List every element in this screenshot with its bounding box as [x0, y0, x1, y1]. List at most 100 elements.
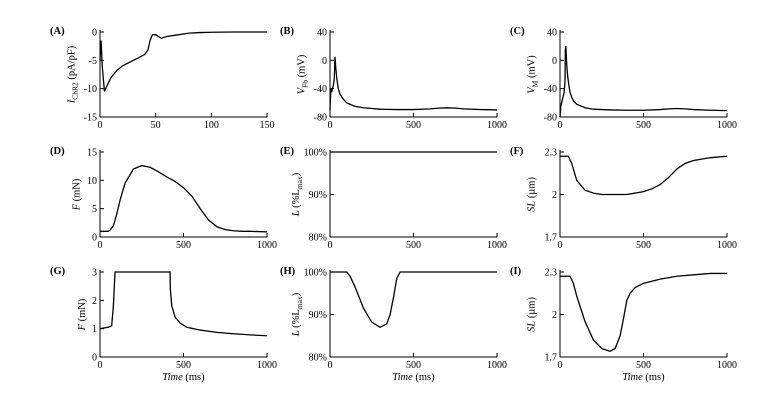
- x-tick-label: 500: [406, 360, 421, 371]
- panel-letter: (G): [50, 266, 66, 277]
- y-tick-label: 80%: [309, 233, 327, 244]
- x-tick-label: 100: [204, 120, 219, 131]
- y-axis-label-symbol: SL: [526, 201, 537, 212]
- y-tick-label: 10: [87, 176, 97, 187]
- y-tick-label: 0: [92, 233, 97, 244]
- x-tick-label: 500: [636, 360, 651, 371]
- y-axis-label-unit: (mN): [77, 298, 88, 324]
- y-tick-label: 15: [87, 148, 97, 159]
- x-axis-label: Time (ms): [162, 372, 205, 383]
- y-tick-label: 40: [547, 28, 557, 39]
- y-tick-label: -10: [84, 84, 97, 95]
- x-tick-label: 150: [260, 120, 275, 131]
- series-line: [329, 56, 498, 111]
- y-axis-label-unit: (%L: [291, 309, 302, 330]
- y-axis-label: L (%Lmax): [291, 292, 304, 337]
- y-tick-label: 100%: [304, 148, 327, 159]
- series-line: [99, 271, 268, 337]
- y-axis-label: L (%Lmax): [291, 172, 304, 217]
- series-line: [560, 272, 727, 353]
- y-tick-label: 1: [92, 324, 97, 335]
- x-axis-label-name: Time: [392, 372, 413, 383]
- y-tick-label: 5: [92, 204, 97, 215]
- y-axis-label-unit: (pA/pF): [66, 45, 77, 82]
- y-axis-label-symbol: V: [526, 86, 537, 94]
- y-tick-label: 90%: [309, 310, 327, 321]
- panel-f: (F) 0 500 1000 1.7 2 2.3 SL (µm): [510, 146, 737, 251]
- x-tick-label: 500: [636, 120, 651, 131]
- y-tick-label: 2: [552, 310, 557, 321]
- y-axis-label-unit: (%L: [291, 189, 302, 210]
- y-axis-label-symbol: V: [296, 86, 307, 94]
- y-axis-label-subscript: M: [530, 80, 539, 87]
- x-axis-label-name: Time: [622, 372, 643, 383]
- panel-c: (C) 0 500 1000 -80 -40 0 40 VM (mV): [510, 26, 737, 131]
- y-axis-label-unit: (µm): [526, 297, 537, 321]
- panel-h: (H) 0 500 1000 80% 90% 100% L (%Lmax) Time (ms): [280, 266, 507, 383]
- x-tick-label: 0: [328, 360, 333, 371]
- panel-e: (E) 0 500 1000 80% 90% 100% L (%Lmax): [280, 146, 507, 251]
- y-axis-label-end: ): [291, 172, 302, 176]
- y-axis-label-end: ): [291, 292, 302, 296]
- x-tick-label: 0: [328, 240, 333, 251]
- x-tick-label: 0: [328, 120, 333, 131]
- y-axis-label-unit: (mV): [526, 55, 537, 81]
- y-axis-label: VFb (mV): [296, 54, 309, 94]
- y-tick-label: 40: [317, 28, 327, 39]
- y-axis-label: VM (mV): [526, 55, 539, 94]
- panel-letter: (E): [280, 146, 295, 157]
- x-tick-label: 1000: [717, 120, 737, 131]
- series-line: [100, 164, 268, 233]
- panel-d: (D) 0 500 1000 0 5 10 15 F (mN): [50, 146, 277, 251]
- y-axis-label-symbol: L: [291, 330, 302, 337]
- y-tick-label: 2: [552, 190, 557, 201]
- y-axis-label-unit: (mV): [296, 54, 307, 80]
- y-axis-label-subscript: max: [295, 296, 304, 309]
- y-axis-label-symbol: L: [291, 210, 302, 217]
- panel-letter: (F): [510, 146, 524, 157]
- y-tick-label: 1.7: [545, 233, 558, 244]
- x-axis-label: Time (ms): [622, 372, 665, 383]
- panel-letter: (A): [50, 26, 65, 37]
- y-axis-label-unit: (mN): [72, 178, 83, 204]
- x-tick-label: 50: [151, 120, 161, 131]
- series-line: [330, 271, 497, 328]
- x-tick-label: 0: [98, 240, 103, 251]
- y-axis-label-symbol: I: [66, 99, 77, 104]
- x-tick-label: 500: [406, 240, 421, 251]
- y-tick-label: -40: [544, 84, 557, 95]
- y-tick-label: -15: [84, 113, 97, 124]
- x-tick-label: 0: [558, 360, 563, 371]
- y-tick-label: 3: [92, 268, 97, 279]
- x-axis-label: Time (ms): [392, 372, 435, 383]
- x-tick-label: 1000: [257, 360, 277, 371]
- series-line: [559, 46, 728, 118]
- y-axis-label-symbol: F: [77, 323, 88, 331]
- x-axis-label-unit: (ms): [413, 372, 435, 383]
- y-tick-label: 80%: [309, 353, 327, 364]
- x-tick-label: 1000: [717, 360, 737, 371]
- x-tick-label: 0: [98, 360, 103, 371]
- y-axis-label: F (mN): [72, 178, 83, 211]
- x-tick-label: 500: [406, 120, 421, 131]
- y-axis-label: SL (µm): [526, 297, 537, 332]
- panel-letter: (H): [280, 266, 296, 277]
- y-tick-label: 100%: [304, 268, 327, 279]
- y-tick-label: 90%: [309, 190, 327, 201]
- y-tick-label: 0: [552, 56, 557, 67]
- x-tick-label: 0: [98, 120, 103, 131]
- panel-b: (B) 0 500 1000 -80 -40 0 40 VFb (mV): [280, 26, 507, 131]
- y-tick-label: -40: [314, 84, 327, 95]
- x-tick-label: 1000: [487, 360, 507, 371]
- y-axis-label-subscript: max: [295, 176, 304, 189]
- panel-a: (A) 0 50 100 150 -15 -10 -5 0 IChR2 (pA/pF): [50, 26, 275, 131]
- x-axis-label-name: Time: [162, 372, 183, 383]
- y-tick-label: -80: [544, 113, 557, 124]
- y-axis-label-subscript: Fb: [300, 80, 309, 88]
- x-axis-label-unit: (ms): [183, 372, 205, 383]
- x-tick-label: 500: [636, 240, 651, 251]
- x-tick-label: 0: [558, 240, 563, 251]
- x-tick-label: 1000: [487, 120, 507, 131]
- y-tick-label: 0: [322, 56, 327, 67]
